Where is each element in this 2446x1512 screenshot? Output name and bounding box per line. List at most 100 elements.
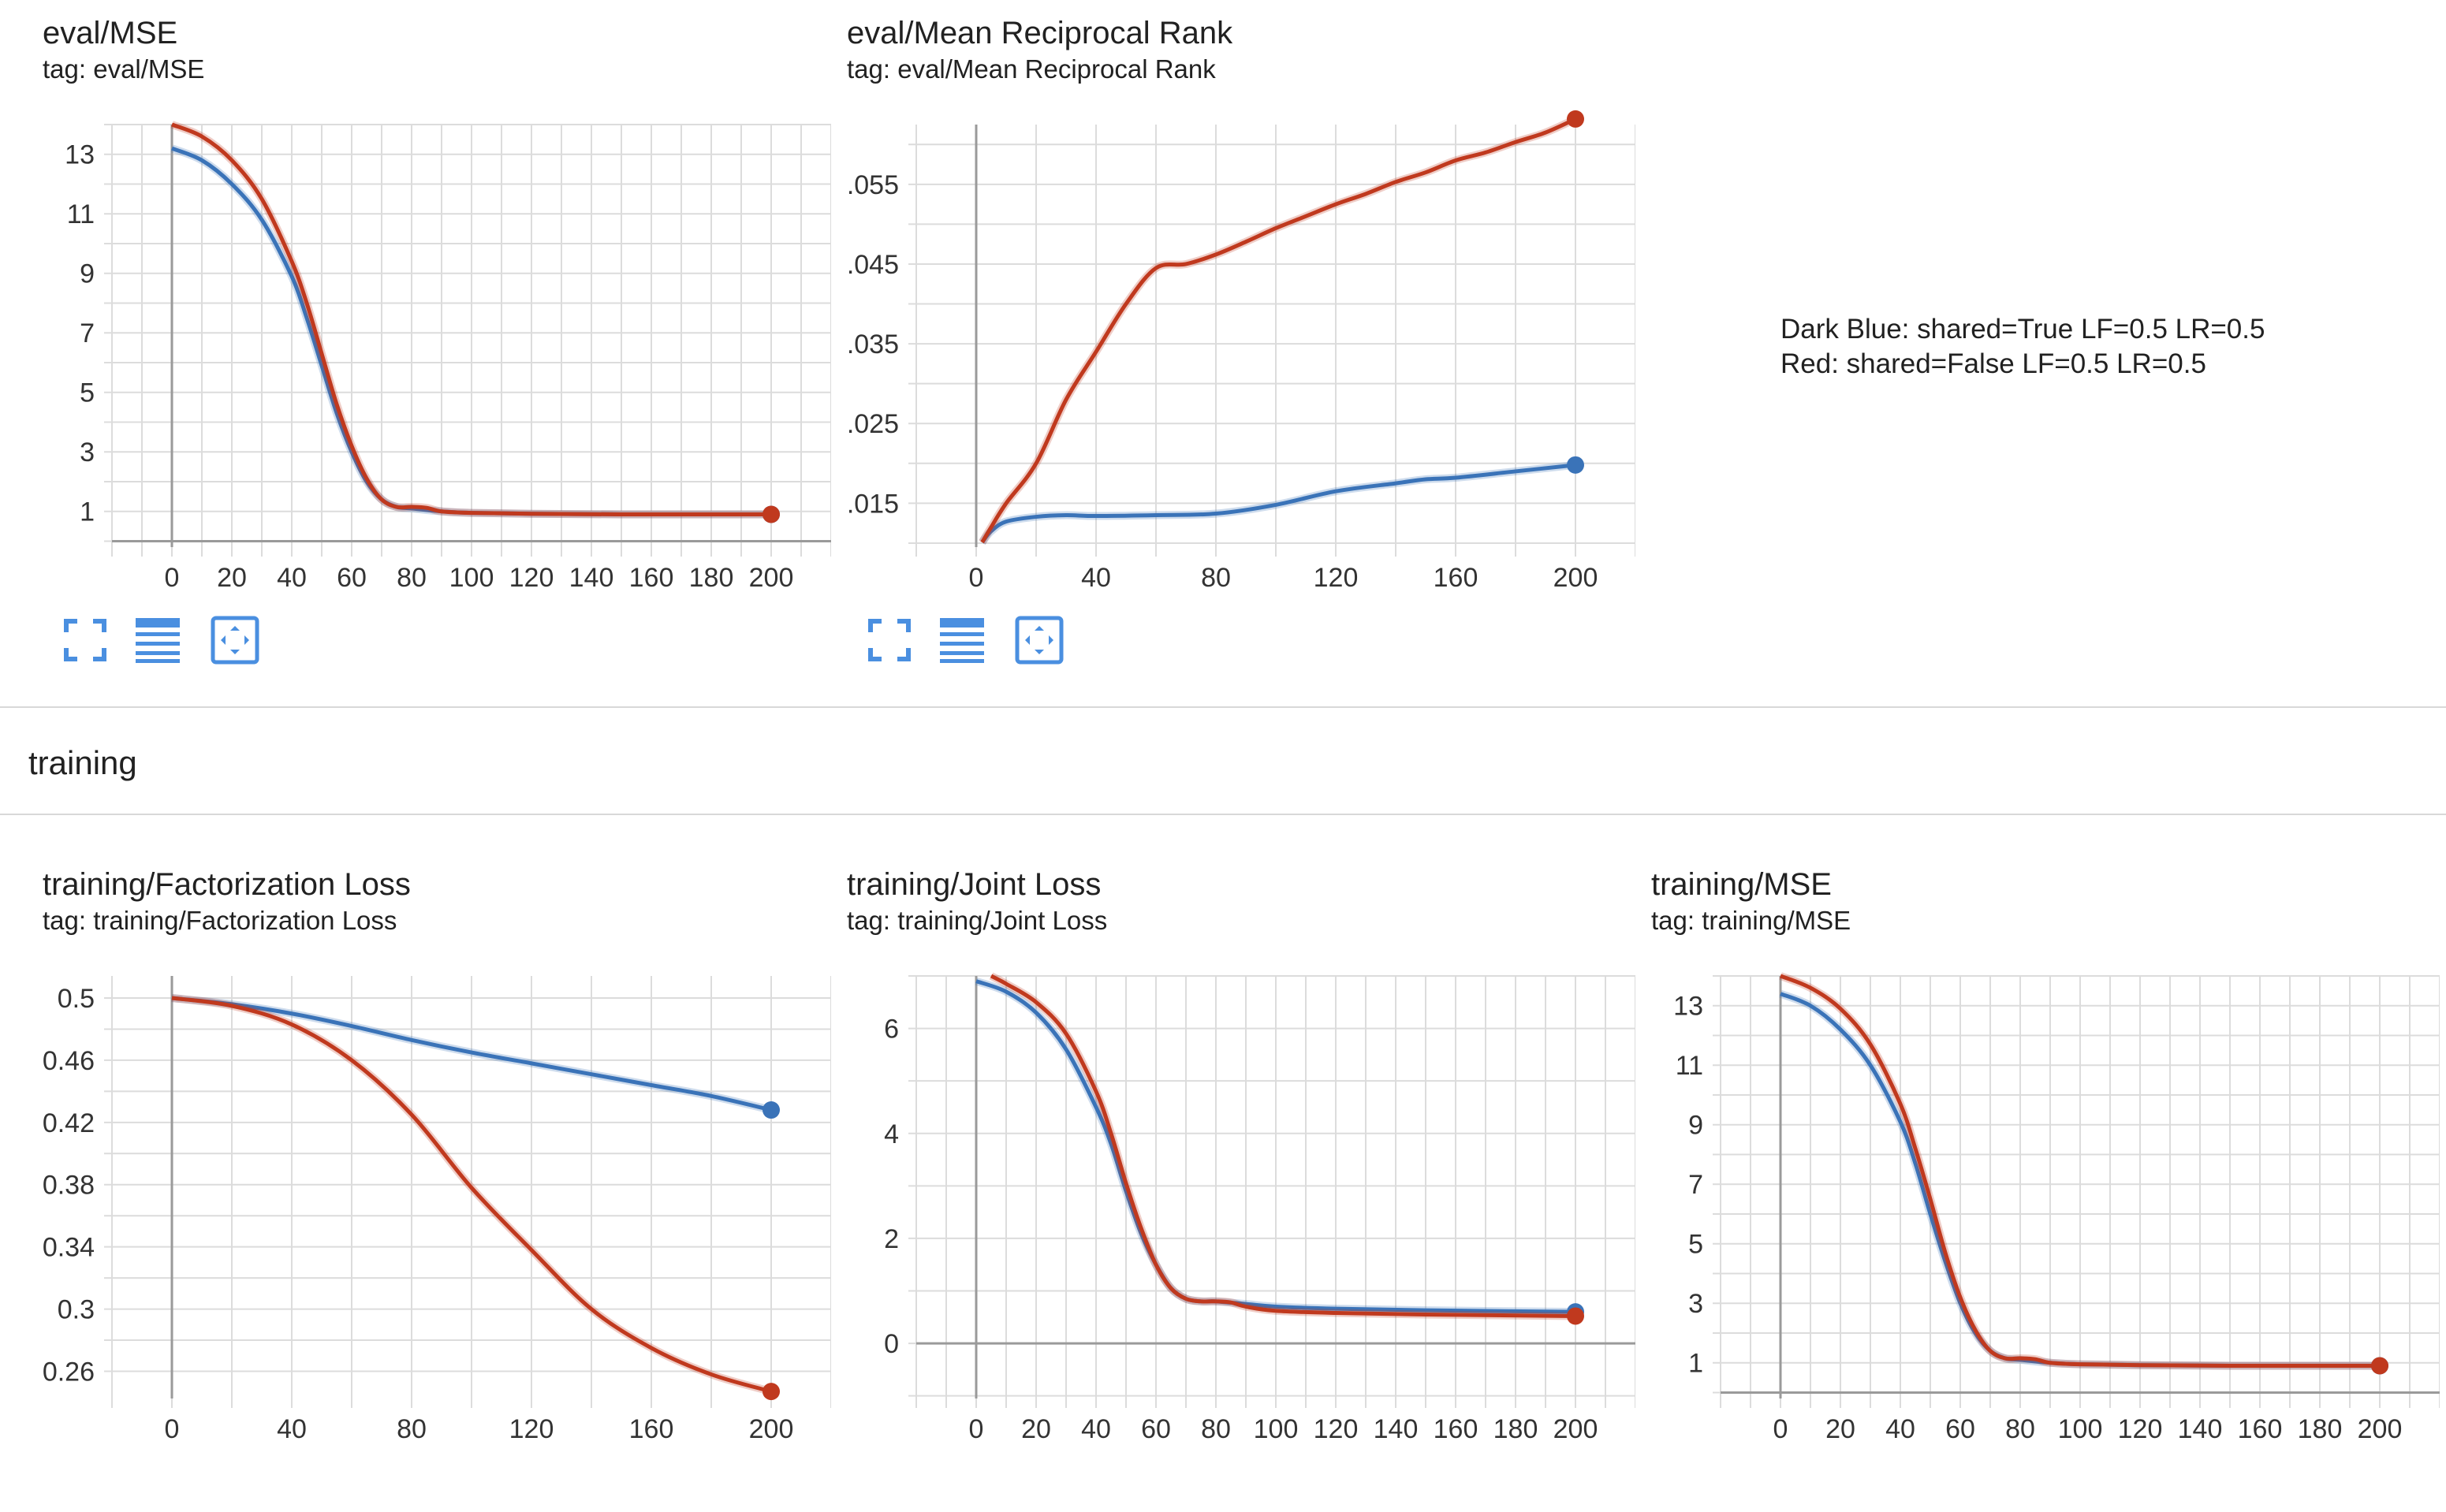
series-line-red[interactable] <box>171 996 772 1394</box>
x-tick-label: 60 <box>1141 1414 1171 1444</box>
chart-toolbar <box>58 613 295 668</box>
series-endpoint-blue[interactable] <box>1567 456 1584 474</box>
x-tick-label: 60 <box>337 563 367 593</box>
grid <box>908 125 1635 557</box>
fullscreen-icon[interactable] <box>863 613 916 667</box>
chart-card-eval-mrr: eval/Mean Reciprocal Rank tag: eval/Mean… <box>847 14 1635 665</box>
y-tick-label: 1 <box>80 497 95 527</box>
chart-tag: tag: eval/Mean Reciprocal Rank <box>847 54 1216 84</box>
x-tick-label: 160 <box>629 563 674 593</box>
x-tick-label: 180 <box>1493 1414 1538 1444</box>
y-tick-label: 13 <box>1673 992 1703 1022</box>
series-endpoint-red[interactable] <box>1567 110 1584 128</box>
series-line-blue[interactable] <box>980 463 1576 544</box>
data-table-icon[interactable] <box>131 613 185 667</box>
fit-domain-icon[interactable] <box>1012 613 1066 667</box>
y-tick-label: 0.015 <box>847 489 899 519</box>
series-endpoint-red[interactable] <box>763 505 780 523</box>
series-endpoint-red[interactable] <box>2371 1357 2388 1375</box>
x-tick-label: 20 <box>1021 1414 1051 1444</box>
x-tick-label: 0 <box>165 1414 180 1444</box>
series-line-red[interactable] <box>171 122 772 517</box>
y-tick-label: 0.26 <box>43 1357 95 1387</box>
data-table-icon[interactable] <box>935 613 989 667</box>
grid <box>104 124 831 557</box>
y-tick-label: 11 <box>67 199 95 229</box>
x-tick-label: 0 <box>1773 1414 1788 1444</box>
grid <box>1713 975 2440 1408</box>
y-tick-label: 9 <box>80 259 95 289</box>
chart-eval-mrr[interactable]: 0 40 80 120 160 200 0.015 0.025 0.035 0.045 0.055 <box>847 90 1635 594</box>
x-tick-label: 160 <box>2238 1414 2283 1444</box>
x-tick-label: 160 <box>629 1414 674 1444</box>
chart-title: training/MSE <box>1651 867 1832 902</box>
x-tick-label: 200 <box>2358 1414 2403 1444</box>
legend-line-blue: Dark Blue: shared=True LF=0.5 LR=0.5 <box>1780 314 2265 344</box>
series-line-red[interactable] <box>990 974 1576 1318</box>
x-tick-label: 0 <box>969 563 984 593</box>
series-line-red[interactable] <box>1780 974 2381 1369</box>
x-tick-label: 80 <box>2005 1414 2035 1444</box>
chart-card-eval-mse: eval/MSE tag: eval/MSE 0 20 40 60 80 100 120 14… <box>43 14 831 665</box>
y-tick-label: 4 <box>884 1119 899 1149</box>
y-tick-label: 3 <box>80 438 95 467</box>
y-tick-label: 0.5 <box>58 984 95 1014</box>
x-tick-label: 80 <box>1201 563 1231 593</box>
fullscreen-icon[interactable] <box>58 613 112 667</box>
y-tick-label: 5 <box>1688 1230 1703 1260</box>
series-endpoint-red[interactable] <box>1567 1307 1584 1325</box>
y-tick-label: 7 <box>80 318 95 348</box>
chart-training-joint-loss[interactable]: 0 20 40 60 80 100 120 140 160 180 200 0 2 4 6 <box>847 941 1635 1446</box>
y-tick-label: 0.46 <box>43 1046 95 1076</box>
chart-tag: tag: training/Factorization Loss <box>43 906 397 935</box>
x-tick-label: 120 <box>509 563 554 593</box>
x-tick-label: 120 <box>2118 1414 2163 1444</box>
series-endpoint-red[interactable] <box>763 1383 780 1401</box>
grid <box>104 976 831 1408</box>
x-tick-label: 40 <box>1081 1414 1111 1444</box>
x-tick-label: 40 <box>277 1414 307 1444</box>
x-tick-label: 140 <box>1374 1414 1419 1444</box>
x-tick-label: 100 <box>2058 1414 2103 1444</box>
run-legend-note: Dark Blue: shared=True LF=0.5 LR=0.5 Red… <box>1780 312 2265 382</box>
chart-tag: tag: eval/MSE <box>43 54 205 84</box>
y-tick-label: 11 <box>1676 1051 1703 1081</box>
fit-domain-icon[interactable] <box>208 613 262 667</box>
y-tick-label: 3 <box>1688 1289 1703 1319</box>
x-tick-label: 140 <box>569 563 614 593</box>
series-halo-red <box>989 972 1576 1320</box>
series-halo-red <box>979 115 1578 545</box>
x-tick-label: 40 <box>1081 563 1111 593</box>
x-tick-label: 100 <box>1254 1414 1299 1444</box>
chart-title: training/Factorization Loss <box>43 867 411 902</box>
x-tick-label: 160 <box>1434 563 1478 593</box>
y-tick-label: 2 <box>884 1224 899 1254</box>
y-tick-label: 0.42 <box>43 1108 95 1138</box>
y-tick-label: 0.38 <box>43 1171 95 1201</box>
y-tick-label: 0.035 <box>847 330 899 359</box>
x-tick-label: 200 <box>1553 1414 1598 1444</box>
chart-tag: tag: training/Joint Loss <box>847 906 1108 935</box>
series-endpoint-blue[interactable] <box>763 1101 780 1119</box>
series-line-red[interactable] <box>980 117 1577 544</box>
section-title-training[interactable]: training <box>28 744 137 781</box>
x-tick-label: 40 <box>277 563 307 593</box>
x-tick-label: 20 <box>217 563 247 593</box>
y-tick-label: 6 <box>884 1015 899 1045</box>
chart-card-training-mse: training/MSE tag: training/MSE 0 20 40 60 80… <box>1651 866 2440 1512</box>
x-tick-label: 120 <box>1314 1414 1359 1444</box>
x-tick-label: 140 <box>2178 1414 2223 1444</box>
x-tick-label: 180 <box>689 563 734 593</box>
chart-title: eval/MSE <box>43 16 178 50</box>
section-divider-bottom <box>0 814 2446 815</box>
chart-tag: tag: training/MSE <box>1651 906 1851 935</box>
y-tick-label: 0.045 <box>847 250 899 280</box>
series-line-blue[interactable] <box>171 996 772 1112</box>
x-tick-label: 80 <box>1201 1414 1231 1444</box>
chart-training-factorization-loss[interactable]: 0 40 80 120 160 200 0.26 0.3 0.34 0.38 0.42 0.46 0.5 <box>43 941 831 1446</box>
x-tick-label: 0 <box>969 1414 984 1444</box>
y-tick-label: 0.3 <box>58 1295 95 1325</box>
chart-title: training/Joint Loss <box>847 867 1102 902</box>
